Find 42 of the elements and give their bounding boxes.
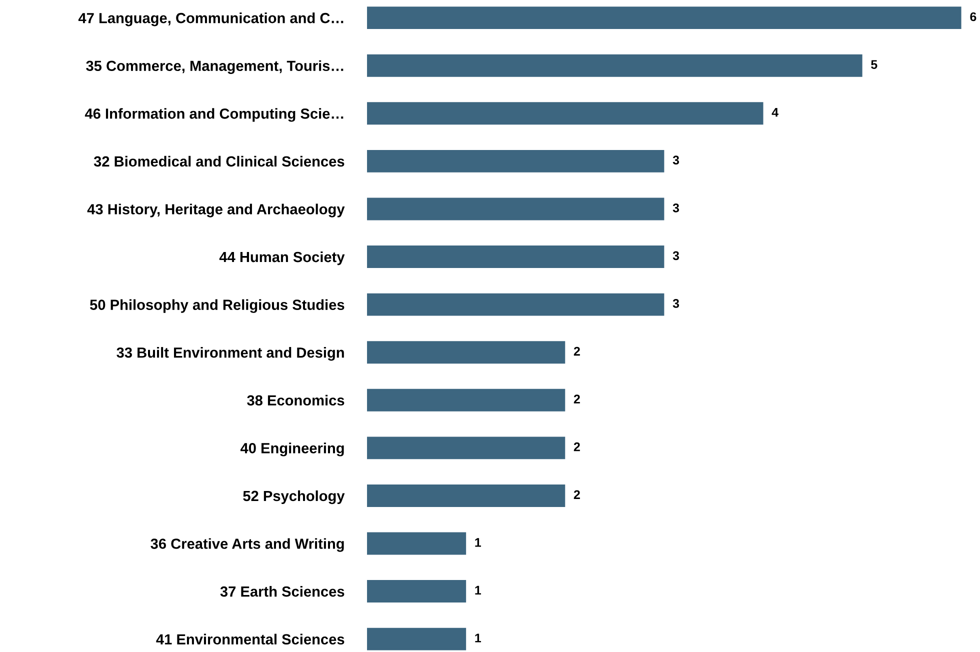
bar	[367, 341, 566, 364]
data-label: 3	[672, 156, 680, 165]
bar	[367, 436, 566, 460]
y-tick-label: 37 Earth Sciences	[220, 586, 344, 597]
data-label: 2	[574, 490, 580, 499]
y-tick-label: 32 Biomedical and Clinical Sciences	[94, 156, 344, 167]
y-tick-label: 50 Philosophy and Religious Studies	[90, 299, 344, 313]
bar	[367, 102, 764, 125]
y-tick-label: 52 Psychology	[243, 490, 345, 504]
y-tick-label: 47 Language, Communication and C…	[78, 12, 344, 26]
y-tick-label: 36 Creative Arts and Writing	[150, 538, 344, 552]
y-tick-label: 33 Built Environment and Design	[116, 347, 344, 361]
bar	[367, 484, 566, 507]
data-label: 3	[672, 251, 680, 260]
data-label: 2	[574, 442, 580, 452]
y-tick-label: 38 Economics	[247, 394, 344, 406]
bar	[367, 54, 862, 77]
y-tick-label: 41 Environmental Sciences	[156, 634, 344, 644]
bar	[367, 532, 466, 555]
data-label: 6	[970, 12, 976, 22]
bar	[367, 150, 664, 172]
bar	[367, 246, 664, 268]
data-label: 3	[672, 299, 680, 308]
bar	[367, 198, 664, 220]
data-label: 1	[475, 538, 482, 547]
data-label: 1	[475, 586, 482, 595]
bar	[367, 580, 466, 603]
bar	[367, 388, 566, 412]
data-label: 5	[871, 60, 878, 69]
data-label: 2	[574, 394, 580, 404]
bar	[367, 628, 466, 650]
data-label: 3	[672, 203, 680, 212]
y-tick-label: 44 Human Society	[219, 251, 345, 266]
bar	[367, 293, 664, 316]
y-tick-label: 46 Information and Computing Scie…	[84, 108, 344, 122]
y-tick-label: 40 Engineering	[240, 442, 344, 456]
data-label: 2	[574, 346, 580, 356]
y-tick-label: 43 History, Heritage and Archaeology	[87, 204, 345, 218]
bar	[367, 6, 962, 30]
data-label: 4	[772, 108, 778, 117]
data-label: 1	[475, 634, 482, 642]
y-tick-label: 35 Commerce, Management, Touris…	[86, 60, 344, 74]
